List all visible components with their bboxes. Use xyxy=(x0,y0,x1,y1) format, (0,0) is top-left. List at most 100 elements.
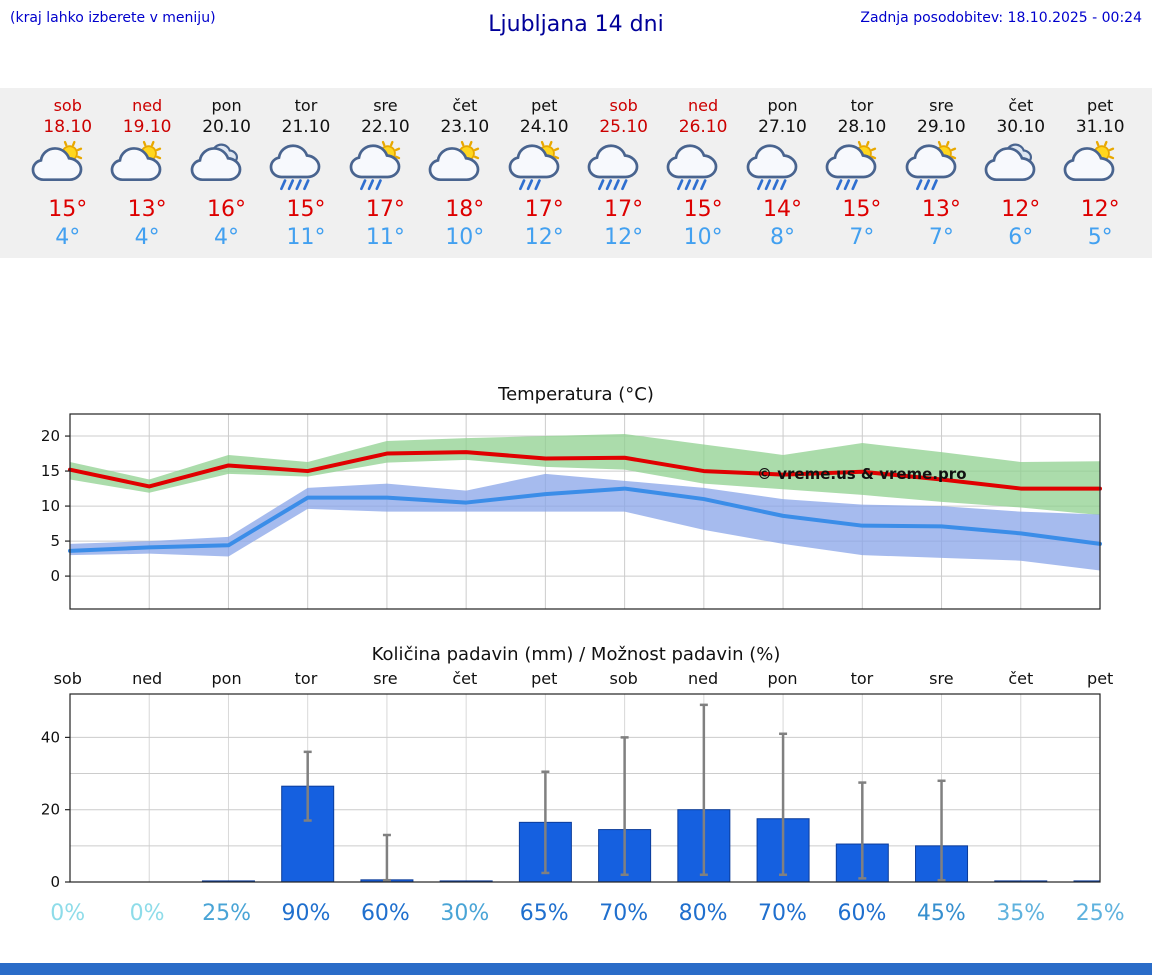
temperature-chart: 0 5 10 15 20 © vreme.us & vreme.pro xyxy=(41,413,1102,610)
forecast-day-column[interactable]: sre 29.10 13° 7° xyxy=(902,96,981,258)
cloud-rain-icon xyxy=(266,140,345,196)
sun-cloud-rain-icon xyxy=(822,140,901,196)
forecast-day-column[interactable]: tor 21.10 15° 11° xyxy=(266,96,345,258)
day-date: 19.10 xyxy=(122,117,172,137)
day-high-temp: 13° xyxy=(921,197,961,222)
day-date: 20.10 xyxy=(202,117,251,137)
day-low-temp: 5° xyxy=(1087,225,1113,250)
day-date: 26.10 xyxy=(678,117,728,137)
sun-cloud-icon xyxy=(425,140,504,196)
day-low-temp: 4° xyxy=(134,225,160,250)
day-name: čet xyxy=(1008,96,1034,115)
day-date: 21.10 xyxy=(281,117,331,137)
precip-probability: 25% xyxy=(1075,901,1125,926)
forecast-day-column[interactable]: pon 27.10 14° 8° xyxy=(743,96,822,258)
header: (kraj lahko izberete v meniju) Ljubljana… xyxy=(0,0,1152,48)
day-low-temp: 6° xyxy=(1008,225,1034,250)
day-name: pet xyxy=(1087,96,1114,115)
day-high-temp: 18° xyxy=(445,197,485,222)
forecast-day-column[interactable]: ned 19.10 13° 4° xyxy=(107,96,186,258)
clouds-icon xyxy=(981,140,1060,196)
precip-probability: 90% xyxy=(281,901,331,926)
precip-day-label: čet xyxy=(452,669,478,688)
day-name: pon xyxy=(767,96,798,115)
precipitation-chart: 0 20 40 xyxy=(41,693,1101,891)
precip-probability: 70% xyxy=(599,901,649,926)
sun-cloud-rain-icon xyxy=(505,140,584,196)
precip-probability: 45% xyxy=(916,901,966,926)
day-name: ned xyxy=(132,96,163,115)
precip-day-label: pon xyxy=(211,669,242,688)
forecast-day-column[interactable]: sob 25.10 17° 12° xyxy=(584,96,663,258)
forecast-day-column[interactable]: pet 31.10 12° 5° xyxy=(1060,96,1139,258)
sun-cloud-icon xyxy=(1060,140,1139,196)
sun-cloud-rain-icon xyxy=(902,140,981,196)
last-update: Zadnja posodobitev: 18.10.2025 - 00:24 xyxy=(860,10,1142,26)
temperature-chart-block: Temperatura (°C) 0 5 10 15 20 © vreme.us & vr… xyxy=(0,384,1152,614)
day-date: 24.10 xyxy=(519,117,569,137)
precip-probabilities: 0% 0% 25% 90% 60% 30% 65% 70% 80% 70% 60% 45% 35% 25% xyxy=(0,895,1152,926)
day-date: 25.10 xyxy=(599,117,648,137)
day-low-temp: 12° xyxy=(604,225,644,250)
precip-probability: 60% xyxy=(360,901,410,926)
day-high-temp: 15° xyxy=(842,197,882,222)
forecast-day-column[interactable]: čet 23.10 18° 10° xyxy=(425,96,504,258)
forecast-day-column[interactable]: sre 22.10 17° 11° xyxy=(346,96,425,258)
day-name: pon xyxy=(211,96,242,115)
precip-day-label: ned xyxy=(132,669,163,688)
precip-probability: 35% xyxy=(996,901,1046,926)
precip-probability: 65% xyxy=(519,901,569,926)
day-name: čet xyxy=(452,96,478,115)
forecast-day-column[interactable]: pet 24.10 17° 12° xyxy=(505,96,584,258)
cloud-rain-icon xyxy=(663,140,742,196)
day-low-temp: 8° xyxy=(770,225,795,250)
precip-day-label: tor xyxy=(294,669,318,688)
temp-y-tick-label: 20 xyxy=(41,427,60,445)
day-high-temp: 17° xyxy=(365,197,405,222)
precip-y-tick-label: 0 xyxy=(50,873,60,891)
temp-y-tick-label: 0 xyxy=(50,567,60,585)
precip-day-label: sre xyxy=(929,669,954,688)
day-name: tor xyxy=(850,96,874,115)
day-date: 27.10 xyxy=(758,117,807,137)
day-high-temp: 13° xyxy=(127,197,167,222)
precip-probability: 70% xyxy=(758,901,807,926)
day-high-temp: 16° xyxy=(207,197,247,222)
precip-bars xyxy=(201,785,1100,882)
forecast-day-column[interactable]: sob 18.10 15° 4° xyxy=(28,96,107,258)
day-low-temp: 10° xyxy=(683,225,723,250)
precip-plot-border xyxy=(69,693,1101,883)
watermark: © vreme.us & vreme.pro xyxy=(757,465,967,483)
day-name: pet xyxy=(531,96,558,115)
day-high-temp: 15° xyxy=(286,197,326,222)
clouds-icon xyxy=(187,140,266,196)
day-date: 23.10 xyxy=(440,117,490,137)
max-temp-range xyxy=(70,433,1100,516)
day-high-temp: 17° xyxy=(524,197,564,222)
min-temp-line xyxy=(68,486,1102,553)
day-date: 29.10 xyxy=(917,117,966,137)
day-date: 18.10 xyxy=(43,117,93,137)
temperature-chart-title: Temperatura (°C) xyxy=(498,384,654,405)
forecast-day-column[interactable]: ned 26.10 15° 10° xyxy=(663,96,742,258)
precip-probability: 0% xyxy=(129,901,165,926)
day-high-temp: 14° xyxy=(763,197,802,222)
day-high-temp: 15° xyxy=(683,197,723,222)
precip-day-label: sob xyxy=(609,669,638,688)
precip-day-label: ned xyxy=(688,669,719,688)
precip-probability: 25% xyxy=(202,901,251,926)
forecast-day-column[interactable]: tor 28.10 15° 7° xyxy=(822,96,901,258)
precip-y-tick-label: 40 xyxy=(41,728,60,746)
precip-day-label: sre xyxy=(373,669,398,688)
precip-day-label: pet xyxy=(1087,669,1114,688)
cloud-rain-icon xyxy=(584,140,663,196)
precip-whiskers xyxy=(303,703,946,882)
precip-day-label: pet xyxy=(531,669,558,688)
day-date: 28.10 xyxy=(837,117,887,137)
forecast-day-column[interactable]: čet 30.10 12° 6° xyxy=(981,96,1060,258)
day-high-temp: 17° xyxy=(604,197,644,222)
forecast-day-column[interactable]: pon 20.10 16° 4° xyxy=(187,96,266,258)
day-date: 30.10 xyxy=(996,117,1046,137)
precip-day-label: pon xyxy=(767,669,798,688)
